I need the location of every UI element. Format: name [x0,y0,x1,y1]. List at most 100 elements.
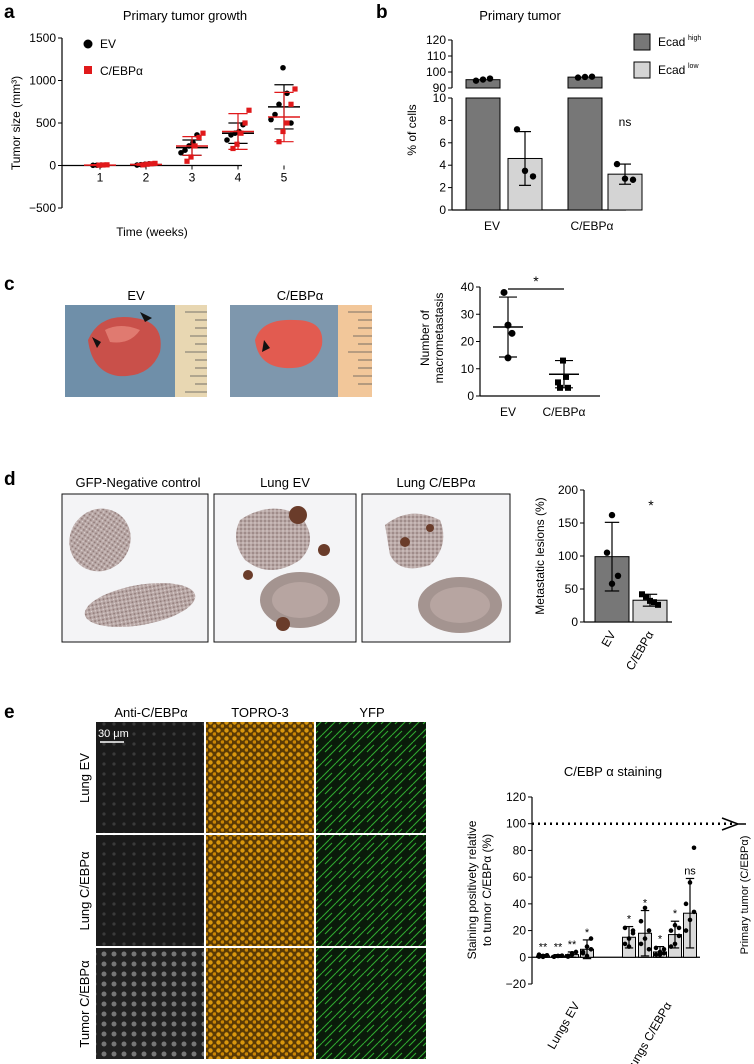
chart-a-point-ev [224,137,230,143]
liver-photo-cebpa [230,305,372,397]
chart-b-legend-high: Ecad [658,35,685,49]
photo-label-d-cebpa: Lung C/EBPα [396,475,476,490]
chart-d-annotation-star: * [648,497,654,513]
chart-d-point [603,549,611,556]
chart-c-point-cebpa [555,379,561,386]
chart-d-point [639,591,645,598]
chart-b-y-tick-label-bottom: 0 [439,203,446,217]
chart-e-point [630,928,636,933]
chart-e-point [565,954,571,959]
chart-a-legend-cebpa-marker [84,66,92,74]
liver-photo-ev [65,305,207,397]
chart-e-significance: ** [539,942,548,954]
chart-e-y-axis-label: Staining positivety relativeto tumor C/E… [465,820,494,959]
chart-b-point-ecadhigh [472,77,480,84]
chart-b-legend-low: Ecad [658,63,685,77]
chart-b-point-ecadlow [529,173,537,180]
chart-e-point [691,909,697,915]
chart-a-point-cebpa [184,158,190,164]
chart-b-point-ecadlow [613,160,621,168]
panel-letter-b: b [376,2,388,23]
micro-col-topro: TOPRO-3 [231,705,289,720]
lung-section-gfp-negative [61,493,209,643]
chart-c-annotation-star: * [533,273,539,289]
chart-d-y-tick-label: 200 [558,483,578,497]
chart-b-annotation-ns: ns [619,115,632,129]
chart-d-y-tick-label: 0 [571,615,578,629]
chart-b-y-tick-label-top: 100 [426,65,446,79]
chart-b-title: Primary tumor [479,8,561,23]
chart-b-bar-ecadhigh-bottom [465,97,501,211]
chart-e-significance: * [658,934,663,946]
chart-b-legend-low-swatch [633,61,651,79]
chart-a-x-tick-label: 4 [235,171,242,185]
chart-a-y-tick-label: 1000 [29,74,56,88]
photo-label-c-ev: EV [127,288,145,303]
chart-a-point-cebpa [188,154,194,160]
chart-e-title: C/EBP α staining [564,764,662,779]
micro-row-lung-ev: Lung EV [77,753,92,803]
chart-a-x-axis-label: Time (weeks) [116,225,188,239]
chart-a-y-tick-label: −500 [29,201,56,215]
micro-col-yfp: YFP [359,705,384,720]
chart-b-bar-ecadhigh-bottom [567,97,603,211]
chart-c-y-tick-label: 40 [461,280,475,294]
chart-a-point-cebpa [242,120,248,126]
chart-b-point-ecadhigh [479,76,487,83]
chart-d-y-tick-label: 100 [558,549,578,563]
chart-e-point [683,901,689,907]
chart-e-point [661,950,667,956]
chart-c-point-ev [508,329,516,337]
chart-e-y-tick-label: 20 [513,924,527,938]
lung-section-ev [213,493,357,643]
chart-e-significance: ns [684,865,696,877]
chart-d-x-tick-label: C/EBPα [623,628,657,672]
chart-b-y-tick-label-bottom: 8 [439,113,446,127]
panel-letter-d: d [4,469,16,490]
chart-a-point-ev [284,90,290,97]
panel-letter-c: c [4,274,15,295]
chart-c-y-tick-label: 0 [467,389,474,403]
lung-section-cebpa [361,493,511,643]
chart-e-significance: * [627,914,632,926]
chart-e-point [580,950,586,956]
chart-d-point [643,593,649,600]
chart-a-title: Primary tumor growth [123,8,247,23]
chart-c-x-tick-label: C/EBPα [543,405,586,419]
chart-b-y-tick-label-bottom: 6 [439,136,446,150]
chart-b-legend-low-sup: low [688,63,699,70]
panel-letter-e: e [4,702,15,723]
chart-d-point [655,601,661,608]
chart-c-point-ev [500,288,508,296]
chart-e-point [668,928,674,933]
chart-e-significance: * [643,898,648,910]
chart-e-point [661,946,667,952]
chart-e-significance: * [673,908,678,920]
chart-e-point [642,905,648,911]
chart-e-point [691,845,697,851]
chart-d-point [614,572,622,579]
chart-c-y-axis-label: Number ofmacrometastasis [418,293,446,384]
chart-e-y-tick-label: 100 [506,817,526,831]
chart-e-reference-arrow [721,817,746,831]
chart-b-y-tick-label-bottom: 4 [439,158,446,172]
chart-b-y-tick-label-top: 90 [433,81,447,95]
chart-a-point-cebpa [238,130,244,136]
chart-d-point [651,599,657,606]
chart-a-point-ev [178,149,184,156]
chart-b-x-tick-label: EV [484,219,500,233]
photo-label-c-cebpa: C/EBPα [277,288,324,303]
chart-e-y-tick-label: 60 [513,870,527,884]
chart-a-point-ev [268,116,274,123]
micro-row-tumor-cebpa: Tumor C/EBPα [77,960,92,1048]
chart-c-point-ev [504,354,512,362]
chart-e-point [646,946,652,952]
chart-d-y-tick-label: 150 [558,516,578,530]
micro-col-anti-cebpa: Anti-C/EBPα [114,705,188,720]
chart-a-point-cebpa [292,86,298,92]
panel-letter-a: a [4,2,15,23]
chart-e-point [676,925,682,931]
chart-e-y-tick-label: 80 [513,843,527,857]
chart-d-y-axis-label: Metastatic lesions (%) [533,497,547,614]
